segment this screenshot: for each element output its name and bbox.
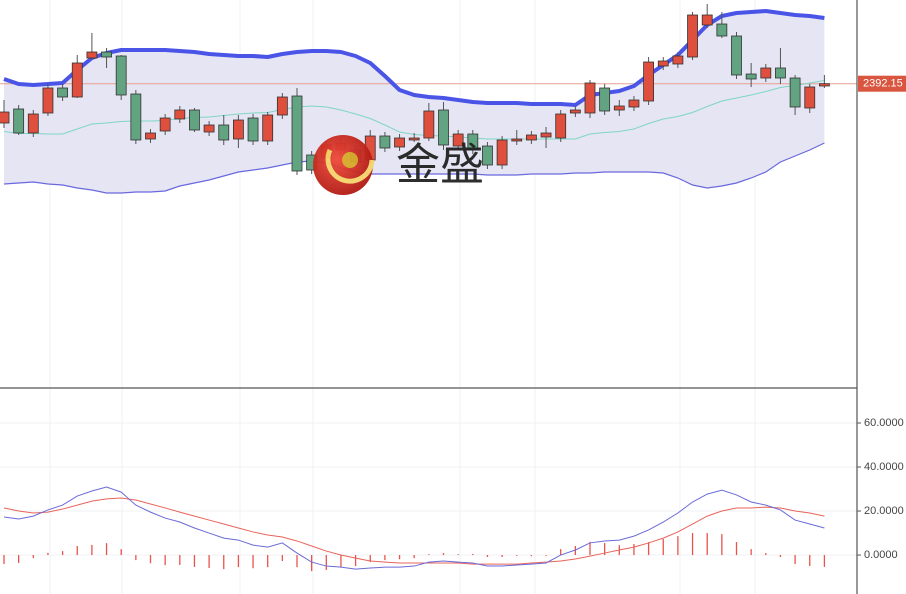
candle-body xyxy=(262,114,274,142)
candle-body xyxy=(291,95,303,172)
candle-body xyxy=(687,14,698,58)
candle-body xyxy=(189,109,200,131)
macd-pane xyxy=(0,422,857,572)
candle-body xyxy=(57,87,68,98)
y-tick-label: 40.0000 xyxy=(864,461,904,473)
candle-body xyxy=(760,67,772,79)
candle-body xyxy=(232,119,244,140)
candle-body xyxy=(716,23,728,37)
lower-band xyxy=(3,142,825,194)
candle-body xyxy=(511,138,523,142)
axis: 2392.15 60.0000 40.0000 20.0000 0.0000 xyxy=(857,75,906,561)
band-fill xyxy=(4,11,825,193)
y-tick-label: 60.0000 xyxy=(864,417,904,429)
candle-body xyxy=(628,99,640,108)
candle-body xyxy=(438,109,449,146)
price-pane xyxy=(0,4,857,194)
candle-body xyxy=(613,105,625,111)
candle-body xyxy=(775,67,786,79)
candle-body xyxy=(789,77,801,108)
candle-body xyxy=(86,51,98,59)
candle-body xyxy=(101,51,112,58)
candle-body xyxy=(0,111,10,124)
candle-body xyxy=(203,124,215,133)
watermark-text: 金盛 xyxy=(396,141,484,190)
watermark: 金盛 xyxy=(313,135,484,195)
price-marker-label: 2392.15 xyxy=(863,78,903,90)
candle-body xyxy=(482,145,493,166)
candle-body xyxy=(379,135,391,149)
candle-body xyxy=(159,117,171,132)
candle-body xyxy=(569,109,581,114)
candle-body xyxy=(42,87,54,114)
candle-body xyxy=(701,14,713,26)
candle-body xyxy=(745,73,757,80)
dif-line xyxy=(3,486,825,570)
candle-body xyxy=(599,87,611,112)
candle-body xyxy=(452,133,464,147)
candle-body xyxy=(130,93,142,141)
y-tick-label: 20.0000 xyxy=(864,505,904,517)
candle-body xyxy=(247,117,259,142)
candle-body xyxy=(555,113,567,139)
price-marker-box xyxy=(858,75,906,92)
candle-body xyxy=(672,55,684,65)
candle-body xyxy=(804,86,816,109)
candle-body xyxy=(423,110,435,139)
candle-body xyxy=(27,113,39,134)
candle-body xyxy=(218,124,230,141)
candle-body xyxy=(394,137,405,148)
y-tick-label: 0.0000 xyxy=(864,549,898,561)
candle-body xyxy=(145,132,156,140)
candle-body xyxy=(71,62,83,98)
candle-body xyxy=(115,55,127,96)
candle-body xyxy=(731,35,742,76)
dea-line xyxy=(3,497,825,565)
candle-body xyxy=(174,109,186,120)
candle-body xyxy=(657,60,669,67)
candle-body xyxy=(276,96,288,116)
candle-body xyxy=(408,137,420,141)
candle-body xyxy=(643,61,654,102)
candle-body xyxy=(819,83,830,87)
candle-body xyxy=(13,108,25,134)
candle-body xyxy=(540,132,552,138)
candle-body xyxy=(584,82,596,114)
candle-body xyxy=(496,139,508,166)
candle-body xyxy=(526,134,537,141)
candle-body xyxy=(467,133,479,151)
